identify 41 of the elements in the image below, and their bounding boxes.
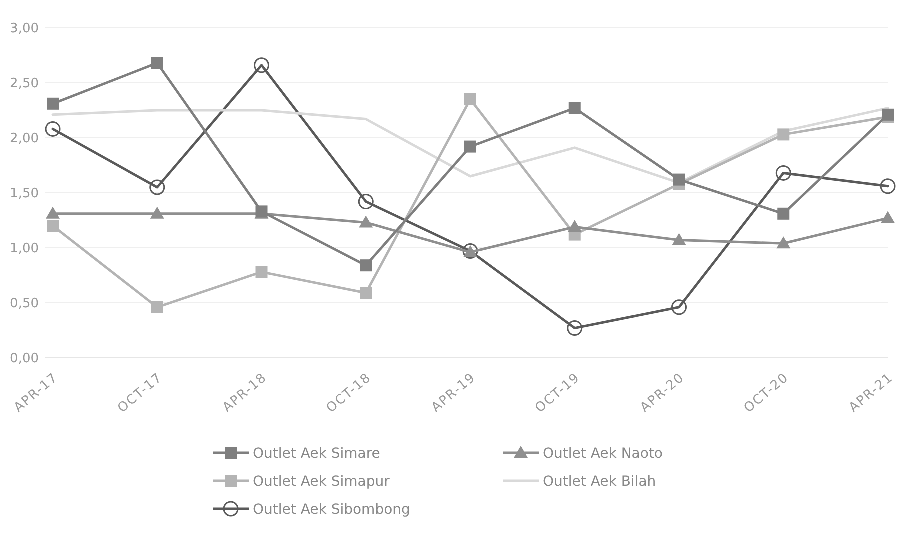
point: [360, 287, 372, 300]
legend-label: Outlet Aek Sibombong: [253, 502, 410, 518]
point: [256, 266, 268, 278]
point: [778, 208, 790, 220]
point: [46, 206, 60, 219]
point: [150, 206, 164, 219]
point: [47, 98, 59, 110]
point: [881, 211, 895, 224]
point: [882, 108, 894, 121]
point: [360, 260, 372, 272]
point: [673, 174, 686, 186]
point: [151, 57, 164, 70]
point: [568, 220, 582, 232]
y-tick-label: 3,00: [10, 22, 39, 37]
point: [358, 194, 374, 210]
point: [150, 180, 166, 196]
y-tick-label: 2,50: [10, 76, 39, 92]
point: [568, 102, 581, 114]
y-tick-label: 2,00: [10, 132, 39, 147]
y-tick-label: 1,00: [10, 242, 39, 257]
legend-label: Outlet Aek Bilah: [543, 474, 656, 490]
y-tick-label: 0,50: [10, 296, 39, 312]
point: [672, 300, 687, 316]
point: [47, 220, 59, 232]
y-tick-label: 1,50: [10, 186, 39, 202]
legend-label: Outlet Aek Simare: [253, 446, 380, 462]
point: [778, 128, 790, 141]
point: [464, 94, 476, 106]
legend-label: Outlet Aek Naoto: [543, 446, 663, 462]
point: [776, 236, 791, 249]
point: [776, 165, 792, 181]
point: [359, 216, 374, 228]
point: [880, 178, 896, 194]
point: [464, 140, 476, 153]
point: [672, 233, 686, 246]
point: [151, 301, 164, 314]
point: [567, 320, 583, 336]
point: [254, 58, 270, 74]
legend-label: Outlet Aek Simapur: [253, 474, 390, 490]
y-tick-label: 0,00: [10, 352, 39, 367]
point: [45, 121, 61, 137]
